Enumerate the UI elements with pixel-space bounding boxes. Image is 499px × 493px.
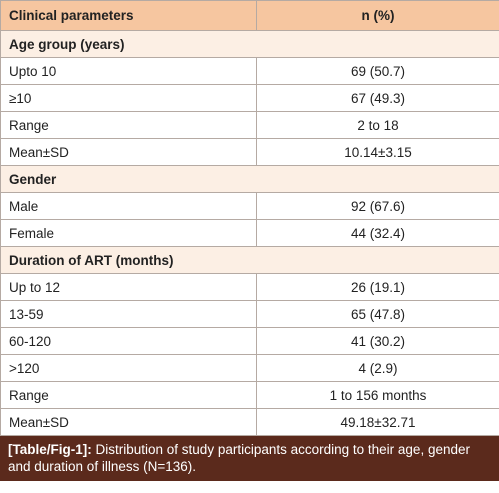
label-cell: 60-120 [0,327,257,355]
label-cell: 13-59 [0,300,257,328]
label-cell: Mean±SD [0,138,257,166]
data-row: Range 1 to 156 months [0,381,499,409]
value-cell: 41 (30.2) [256,327,499,355]
data-row: >120 4 (2.9) [0,354,499,382]
value-cell: 44 (32.4) [256,219,499,247]
value-cell: 10.14±3.15 [256,138,499,166]
value-cell: 69 (50.7) [256,57,499,85]
value-cell: 49.18±32.71 [256,408,499,436]
caption-label: [Table/Fig-1]: [8,442,92,457]
section-cell: Gender [0,165,499,193]
data-row: Up to 12 26 (19.1) [0,273,499,301]
header-cell: Clinical parameters [0,0,257,31]
label-cell: ≥10 [0,84,257,112]
caption: [Table/Fig-1]: Distribution of study par… [0,436,499,481]
value-cell: 2 to 18 [256,111,499,139]
data-row: Male 92 (67.6) [0,192,499,220]
label-cell: >120 [0,354,257,382]
value-cell: 1 to 156 months [256,381,499,409]
data-row: Range 2 to 18 [0,111,499,139]
data-table: Clinical parameters n (%) Age group (yea… [0,0,499,436]
section-cell: Age group (years) [0,30,499,58]
data-row: ≥10 67 (49.3) [0,84,499,112]
header-row: Clinical parameters n (%) [0,0,499,31]
value-cell: 26 (19.1) [256,273,499,301]
data-row: Female 44 (32.4) [0,219,499,247]
label-cell: Upto 10 [0,57,257,85]
label-cell: Mean±SD [0,408,257,436]
value-cell: 92 (67.6) [256,192,499,220]
label-cell: Range [0,381,257,409]
value-cell: 67 (49.3) [256,84,499,112]
data-row: Mean±SD 10.14±3.15 [0,138,499,166]
label-cell: Male [0,192,257,220]
value-cell: 65 (47.8) [256,300,499,328]
data-row: Upto 10 69 (50.7) [0,57,499,85]
table-body: Age group (years) Upto 10 69 (50.7) ≥10 67 (… [0,30,499,436]
label-cell: Range [0,111,257,139]
section-row: Duration of ART (months) [0,246,499,274]
data-row: Mean±SD 49.18±32.71 [0,408,499,436]
section-row: Age group (years) [0,30,499,58]
header-cell: n (%) [256,0,499,31]
section-row: Gender [0,165,499,193]
value-cell: 4 (2.9) [256,354,499,382]
data-row: 60-120 41 (30.2) [0,327,499,355]
label-cell: Up to 12 [0,273,257,301]
data-row: 13-59 65 (47.8) [0,300,499,328]
section-cell: Duration of ART (months) [0,246,499,274]
caption-text: Distribution of study participants accor… [8,442,470,474]
label-cell: Female [0,219,257,247]
